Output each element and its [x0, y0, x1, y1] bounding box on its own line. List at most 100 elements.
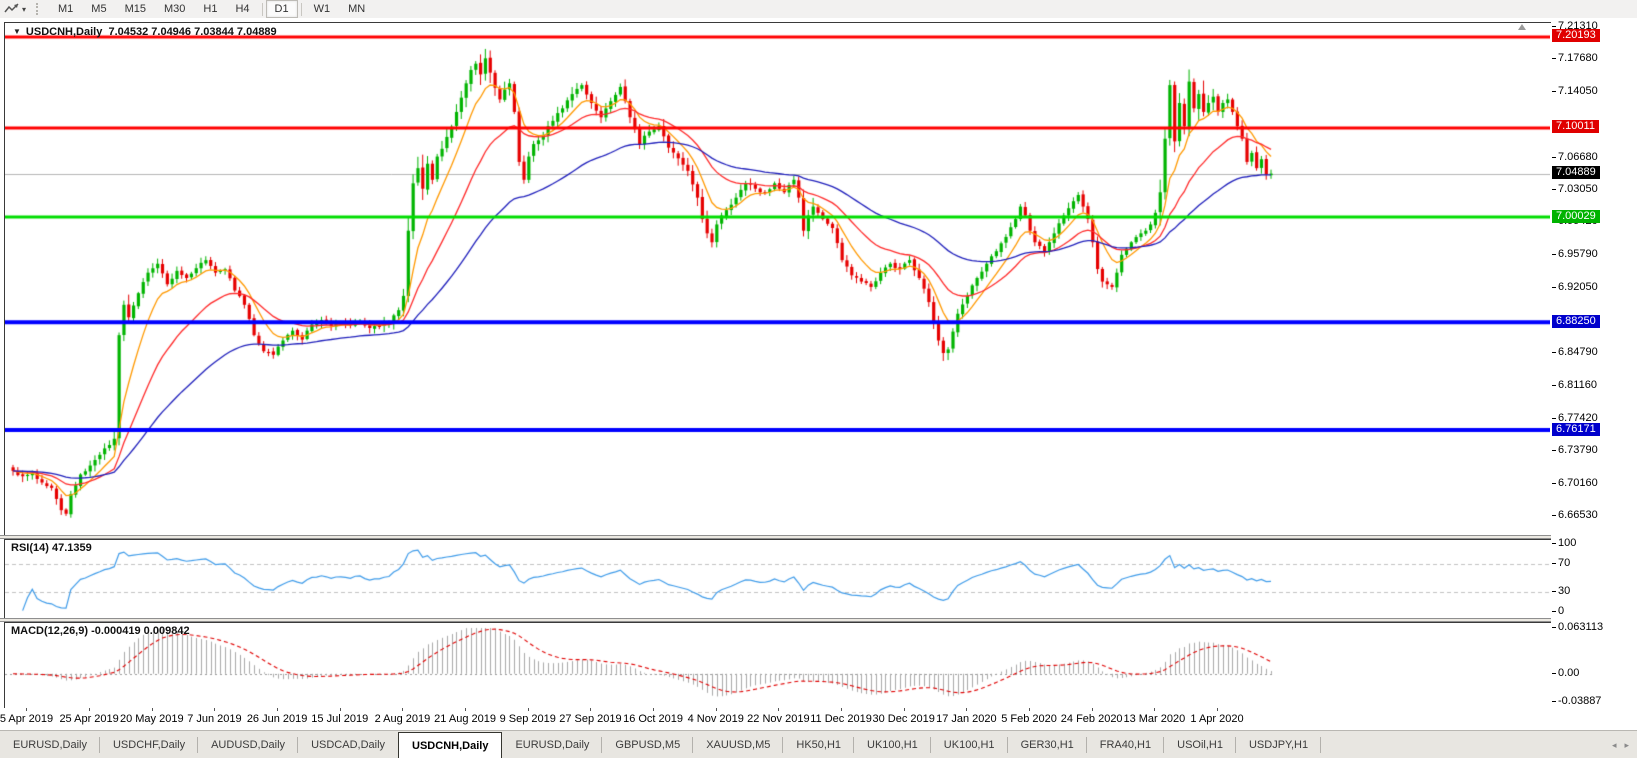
price-tick-label: 7.21310	[1552, 20, 1598, 32]
tab-separator	[929, 737, 931, 753]
tab-separator	[1234, 737, 1236, 753]
price-tick-label: 6.95790	[1552, 247, 1598, 260]
timeframe-toolbar: ▾ M1 M5 M15 M30 H1 H4 D1 W1 MN	[0, 0, 1637, 19]
date-tick-mark	[966, 708, 968, 711]
price-tick-label: 6.81160	[1552, 378, 1597, 391]
date-tick-label: 5 Feb 2020	[1001, 713, 1057, 725]
price-tick-label: 7.03050	[1552, 183, 1598, 196]
date-tick-mark	[841, 708, 843, 711]
date-tick-label: 1 Apr 2020	[1190, 713, 1244, 725]
price-badge-6.88250: 6.88250	[1552, 314, 1600, 328]
chart-shift-marker[interactable]	[1518, 24, 1526, 30]
tab-usdchf-daily-1[interactable]: USDCHF,Daily	[100, 731, 199, 758]
date-tick-label: 15 Jul 2019	[311, 713, 369, 725]
timeframe-button-m1[interactable]: M1	[58, 3, 74, 15]
price-tick-label: 6.73790	[1552, 444, 1598, 457]
date-tick-mark	[151, 708, 153, 711]
date-tick-label: 16 Oct 2019	[623, 713, 684, 725]
rsi-label: RSI(14) 47.1359	[11, 542, 92, 554]
tab-separator	[1006, 737, 1008, 753]
title-dropdown-icon[interactable]: ▼	[13, 27, 21, 36]
symbol-tabbar: EURUSD,Daily USDCHF,Daily AUDUSD,Daily USDC…	[0, 730, 1637, 758]
pane-resize-divider-2[interactable]	[0, 618, 1551, 622]
tab-uk100-h1-9[interactable]: UK100,H1	[854, 731, 931, 758]
date-tick-mark	[715, 708, 717, 711]
price-tick-label: 7.06680	[1552, 150, 1598, 163]
price-badge-7.20193: 7.20193	[1552, 29, 1600, 43]
tab-separator	[782, 737, 784, 753]
tab-ger30-h1-11[interactable]: GER30,H1	[1008, 731, 1087, 758]
date-tick-label: 4 Nov 2019	[687, 713, 744, 725]
price-badge-6.76171: 6.76171	[1552, 422, 1600, 436]
timeframe-button-d1[interactable]: D1	[265, 0, 298, 18]
date-tick-mark	[1154, 708, 1156, 711]
price-tick-label: 7.17680	[1552, 52, 1598, 65]
date-tick-mark	[778, 708, 780, 711]
tab-audusd-daily-2[interactable]: AUDUSD,Daily	[198, 731, 299, 758]
date-tick-label: 7 Jun 2019	[187, 713, 242, 725]
tab-usdcad-daily-3[interactable]: USDCAD,Daily	[311, 739, 386, 751]
rsi-tick-label: 70	[1551, 557, 1571, 570]
date-tick-label: 11 Dec 2019	[810, 713, 872, 725]
date-tick-label: 24 Feb 2020	[1060, 713, 1123, 725]
tab-gbpusd-m5-6[interactable]: GBPUSD,M5	[602, 731, 694, 758]
tab-fra40-h1-12[interactable]: FRA40,H1	[1087, 731, 1165, 758]
timeframe-button-h4[interactable]: H4	[235, 3, 250, 15]
date-tick-mark	[1091, 708, 1093, 711]
timeframe-button-m5[interactable]: M5	[91, 3, 107, 15]
date-tick-label: 26 Jun 2019	[246, 713, 308, 725]
macd-tick-label: 0.00	[1551, 666, 1580, 679]
timeframe-button-m15[interactable]: M15	[124, 3, 146, 15]
date-tick-mark	[1217, 708, 1218, 711]
macd-pane[interactable]: MACD(12,26,9) -0.000419 0.009842	[4, 622, 1553, 710]
toolbar-separator	[261, 2, 263, 16]
timeframe-button-w1[interactable]: W1	[313, 3, 331, 15]
rsi-tick-label: 100	[1551, 537, 1577, 549]
date-axis[interactable]: 5 Apr 2019 25 Apr 2019 20 May 2019 7 Jun 20…	[0, 708, 1551, 730]
price-badge-7.10011: 7.10011	[1552, 120, 1599, 134]
tab-eurusd-daily-0[interactable]: EURUSD,Daily	[0, 731, 100, 758]
price-tick-label: 6.70160	[1552, 476, 1598, 489]
tab-separator	[1085, 737, 1087, 753]
chart-title: ▼ USDCNH,Daily 7.04532 7.04946 7.03844 7.…	[13, 26, 277, 38]
dropdown-caret-icon[interactable]: ▾	[22, 4, 27, 14]
timeframe-button-mn[interactable]: MN	[348, 3, 366, 15]
date-tick-mark	[527, 708, 529, 711]
main-price-pane[interactable]: ▼ USDCNH,Daily 7.04532 7.04946 7.03844 7.…	[4, 22, 1553, 536]
price-tick-label: 6.92050	[1552, 281, 1598, 294]
date-tick-label: 22 Nov 2019	[747, 713, 810, 725]
date-tick-mark	[89, 708, 91, 711]
date-tick-label: 27 Sep 2019	[559, 713, 622, 725]
macd-tick-label: -0.03887	[1551, 695, 1602, 707]
price-tick-label: 6.84790	[1552, 346, 1598, 359]
tab-xauusd-m5-7[interactable]: XAUUSD,M5	[693, 731, 784, 758]
tab-separator	[692, 737, 694, 753]
tab-usdcnh-daily-4[interactable]: USDCNH,Daily	[398, 732, 503, 758]
date-tick-label: 17 Jan 2020	[936, 713, 997, 725]
candlestick-chart-canvas[interactable]	[5, 23, 1550, 533]
tabbar-scroll-left-icon[interactable]: ◂	[1611, 739, 1617, 750]
pane-resize-divider[interactable]	[0, 535, 1551, 539]
toolbar-separator	[300, 2, 302, 16]
date-tick-mark	[1029, 708, 1031, 711]
date-tick-mark	[339, 708, 341, 711]
tab-uk100-h1-10[interactable]: UK100,H1	[931, 731, 1008, 758]
tab-eurusd-daily-5[interactable]: EURUSD,Daily	[502, 731, 603, 758]
toolbar-grip[interactable]	[36, 3, 43, 15]
chart-tool-icon[interactable]	[2, 2, 22, 16]
chart-title-text: USDCNH,Daily 7.04532 7.04946 7.03844 7.0…	[25, 26, 277, 38]
timeframe-button-m30[interactable]: M30	[163, 3, 186, 15]
tab-hk50-h1-8[interactable]: HK50,H1	[783, 731, 855, 758]
tab-usdjpy-h1-14[interactable]: USDJPY,H1	[1236, 731, 1322, 758]
date-tick-mark	[402, 708, 404, 711]
rsi-pane[interactable]: RSI(14) 47.1359	[4, 539, 1553, 619]
macd-chart-canvas[interactable]	[5, 623, 1550, 707]
price-tick-label: 6.77420	[1552, 411, 1598, 424]
rsi-chart-canvas[interactable]	[5, 540, 1550, 616]
date-tick-mark	[26, 708, 28, 711]
timeframe-button-h1[interactable]: H1	[203, 3, 218, 15]
price-axis[interactable]: 7.213107.176807.140507.066807.030506.994…	[1551, 18, 1637, 730]
tab-usoil-h1-13[interactable]: USOil,H1	[1164, 731, 1236, 758]
tabbar-scroll-right-icon[interactable]: ▸	[1624, 739, 1629, 750]
zigzag-chart-icon	[4, 3, 19, 13]
